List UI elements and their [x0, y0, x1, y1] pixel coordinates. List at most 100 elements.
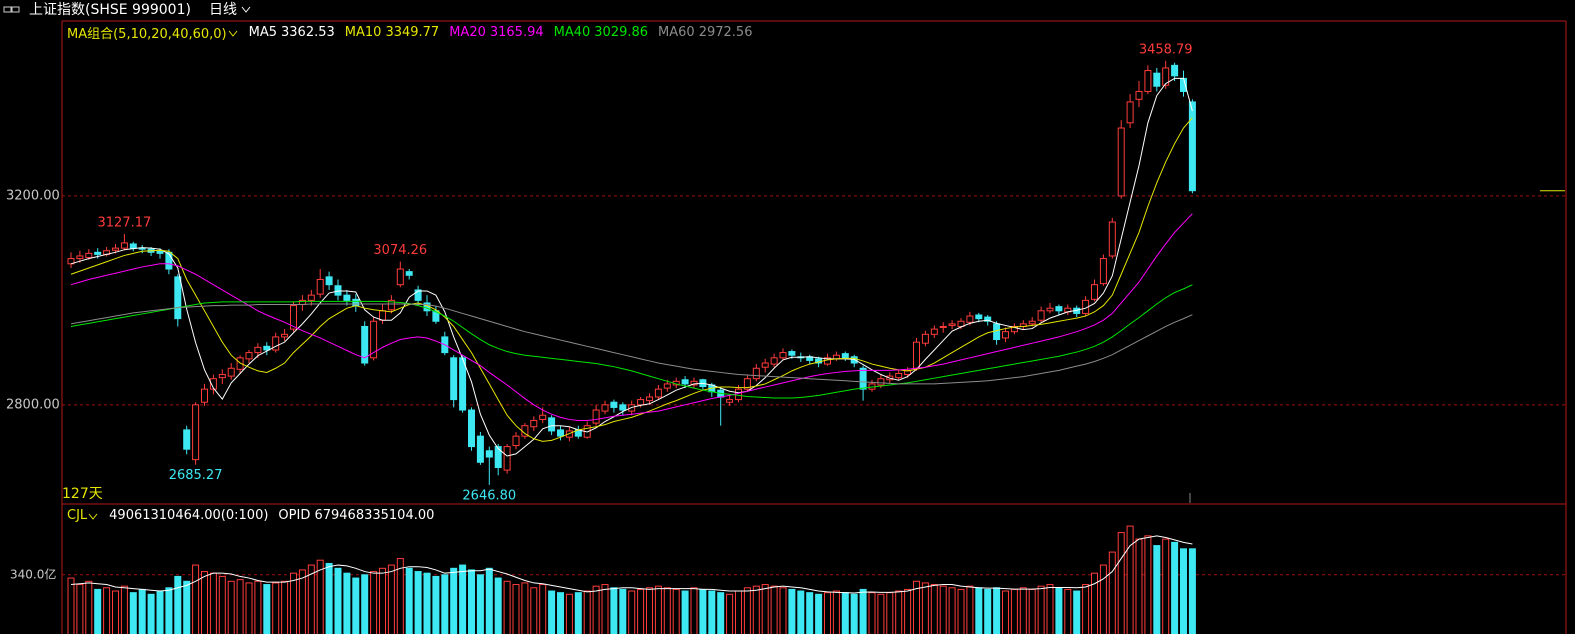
volume-bar — [94, 588, 102, 634]
volume-bar — [245, 582, 253, 634]
candle-body — [966, 315, 974, 323]
candle-body — [1055, 306, 1063, 312]
volume-bar — [370, 571, 378, 634]
candle-body — [254, 346, 262, 354]
volume-bar — [76, 584, 84, 634]
volume-bar — [743, 587, 751, 634]
volume-bar — [646, 587, 653, 634]
volume-bar — [939, 585, 947, 634]
volume-bar — [637, 588, 645, 634]
candle-body — [370, 320, 378, 359]
volume-bar — [850, 593, 858, 634]
volume-bar — [441, 574, 449, 634]
candle-body — [1144, 70, 1152, 92]
extreme-label: 2646.80 — [462, 488, 516, 503]
volume-bar — [930, 584, 938, 634]
volume-bar — [975, 587, 983, 634]
volume-bar — [886, 592, 894, 634]
candle-body — [1108, 221, 1116, 257]
header-icon — [3, 6, 20, 13]
volume-bar — [1126, 525, 1134, 634]
volume-bar — [209, 572, 217, 634]
candle-body — [1010, 325, 1018, 333]
opid-readout: OPID 679468335104.00 — [278, 508, 435, 523]
volume-bar — [192, 564, 200, 634]
volume-bar — [1091, 572, 1098, 634]
frame — [61, 20, 1567, 634]
candle-body — [859, 367, 867, 390]
legend-value: 2972.56 — [698, 25, 753, 40]
volume-bar — [343, 572, 351, 634]
volume-bar — [797, 590, 805, 634]
volume-bar — [432, 575, 440, 634]
candle-body — [290, 305, 297, 330]
y-tick-label: 3200.00 — [6, 188, 60, 203]
header-title[interactable]: 上证指数(SHSE 999001) — [29, 2, 191, 18]
volume-bar — [1073, 590, 1081, 634]
volume-dropdown[interactable] — [87, 511, 99, 521]
volume-bar — [156, 590, 164, 634]
volume-bar — [583, 590, 591, 634]
candle-body — [281, 333, 289, 338]
volume-bar — [503, 580, 511, 634]
volume-bar — [227, 580, 235, 634]
volume-bar — [708, 590, 716, 634]
legend-value: 3165.94 — [489, 25, 544, 40]
volume-bar — [788, 588, 796, 634]
volume-bar — [1099, 564, 1107, 634]
candle-body — [877, 378, 885, 386]
candle-body — [468, 409, 475, 448]
candle-body — [663, 383, 671, 389]
volume-bar — [530, 587, 538, 634]
candle-body — [779, 352, 787, 359]
candle-body — [138, 247, 146, 250]
candle-body — [646, 396, 653, 402]
volume-bar — [1028, 588, 1036, 634]
volume-bar — [174, 575, 182, 634]
candle-body — [975, 314, 983, 320]
indicator-name[interactable]: MA组合(5,10,20,40,60,0) — [67, 27, 227, 42]
volume-bar — [1144, 535, 1152, 634]
volume-bar — [628, 590, 636, 634]
volume-bar — [387, 564, 395, 634]
candle-body — [548, 417, 556, 432]
candle-body — [450, 357, 458, 401]
volume-bar — [396, 558, 404, 634]
volume-bar — [1055, 587, 1063, 634]
candle-body — [263, 345, 271, 351]
candle-body — [325, 276, 333, 286]
candle-body — [85, 252, 93, 259]
volume-bar — [690, 587, 698, 634]
header-bar — [0, 0, 1575, 20]
header-period[interactable]: 日线 — [209, 2, 237, 18]
candle-body — [681, 379, 689, 385]
candle-body — [432, 310, 440, 322]
volume-indicator[interactable]: CJL — [67, 508, 88, 523]
ma-line — [70, 117, 1193, 442]
candle-body — [619, 404, 627, 411]
legend-name: MA40 — [553, 25, 591, 40]
candle-body — [592, 409, 600, 424]
candle-body — [761, 362, 769, 368]
candle-body — [67, 258, 75, 265]
volume-bar — [485, 567, 493, 634]
candle-body — [1091, 284, 1098, 300]
volume-bar — [663, 587, 671, 634]
candle-body — [841, 353, 849, 359]
candle-body — [770, 357, 778, 365]
candle-body — [1135, 90, 1143, 100]
period-dropdown[interactable] — [241, 6, 251, 13]
volume-bar — [1010, 588, 1018, 634]
day-count: 127天 — [62, 486, 103, 502]
candle-body — [993, 323, 1001, 341]
candle-body — [307, 294, 315, 301]
volume-bar — [138, 588, 146, 634]
candle-body — [485, 450, 493, 458]
volume-bar — [494, 577, 502, 634]
volume-bar — [672, 588, 680, 634]
indicator-dropdown[interactable] — [227, 28, 239, 38]
volume-bar — [254, 580, 262, 634]
ma-line — [70, 284, 1193, 399]
candle-body — [904, 370, 912, 376]
